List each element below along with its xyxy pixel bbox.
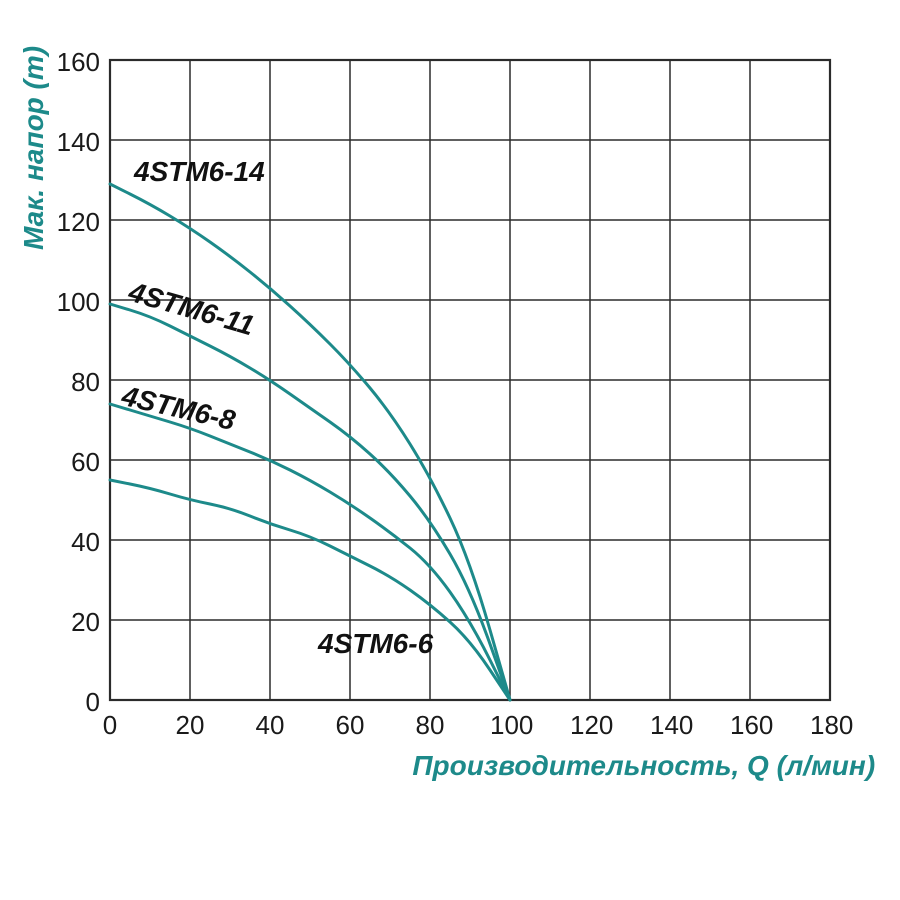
curve-label-4STM6-6: 4STM6-6	[318, 628, 433, 660]
curve-label-4STM6-14: 4STM6-14	[134, 156, 265, 188]
y-tick-label: 20	[50, 607, 100, 638]
y-axis-label: Мак. напор (m)	[18, 46, 50, 250]
y-tick-label: 160	[50, 47, 100, 78]
x-tick-label: 100	[490, 710, 530, 741]
x-tick-label: 140	[650, 710, 690, 741]
y-tick-label: 40	[50, 527, 100, 558]
y-tick-label: 100	[50, 287, 100, 318]
x-tick-label: 80	[410, 710, 450, 741]
y-tick-label: 80	[50, 367, 100, 398]
x-tick-label: 40	[250, 710, 290, 741]
x-axis-label: Производительность, Q (л/мин)	[412, 750, 875, 782]
y-tick-label: 140	[50, 127, 100, 158]
y-tick-label: 60	[50, 447, 100, 478]
x-tick-label: 60	[330, 710, 370, 741]
x-tick-label: 180	[810, 710, 850, 741]
y-tick-label: 120	[50, 207, 100, 238]
x-tick-label: 160	[730, 710, 770, 741]
x-tick-label: 120	[570, 710, 610, 741]
y-tick-label: 0	[50, 687, 100, 718]
pump-curve-chart: Мак. напор (m) Производительность, Q (л/…	[0, 0, 900, 900]
x-tick-label: 20	[170, 710, 210, 741]
